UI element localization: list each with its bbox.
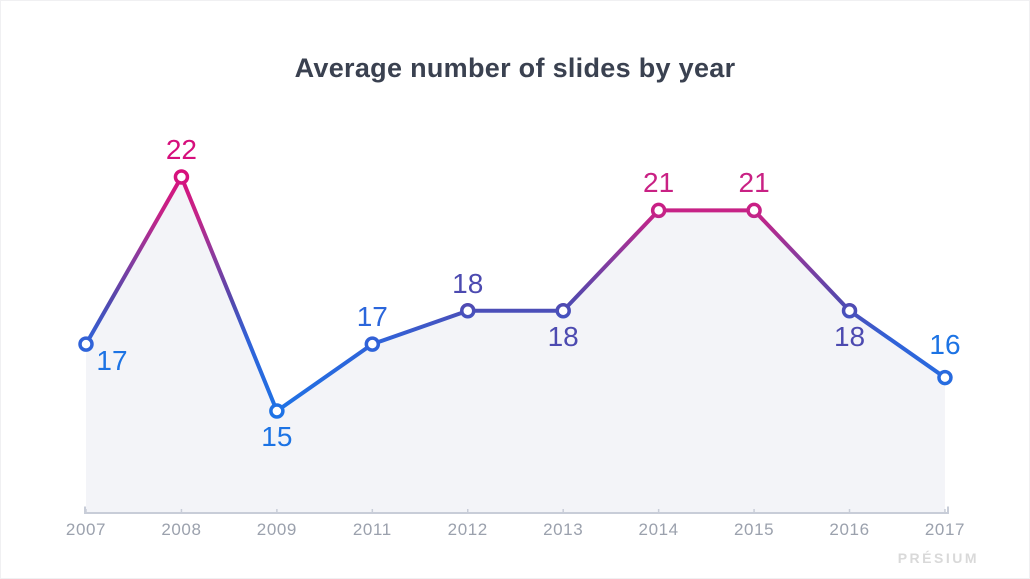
area-under-line	[86, 176, 945, 513]
data-point-marker	[841, 302, 858, 319]
area-fill	[86, 176, 945, 513]
series-line	[84, 174, 947, 413]
data-point-marker	[555, 302, 571, 319]
x-axis	[84, 506, 949, 514]
data-line	[84, 174, 947, 413]
data-point-markers	[78, 169, 953, 419]
data-point-marker	[460, 302, 476, 319]
data-point-marker	[364, 336, 381, 352]
chart-title: Average number of slides by year	[294, 53, 736, 83]
presium-logo: PRÉSIUM	[897, 550, 979, 566]
data-point-marker	[269, 403, 285, 419]
data-point-marker	[173, 169, 190, 185]
data-point-marker	[746, 202, 762, 219]
data-point-marker	[78, 336, 94, 352]
data-point-marker	[937, 369, 953, 386]
data-point-marker	[650, 202, 667, 219]
